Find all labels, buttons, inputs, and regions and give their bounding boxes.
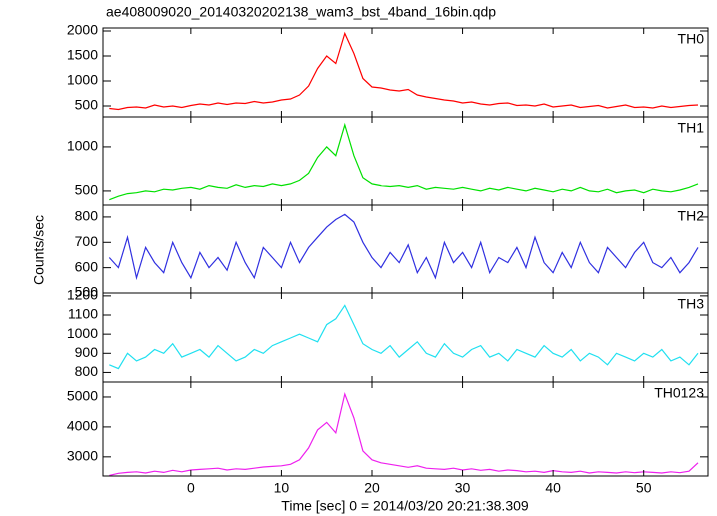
light-curve (109, 391, 699, 476)
y-tick-label: 5000 (67, 388, 98, 404)
y-tick-label: 800 (75, 208, 99, 224)
y-tick-label: 1000 (67, 325, 98, 341)
y-tick-label: 700 (75, 233, 99, 249)
y-tick-label: 800 (75, 363, 99, 379)
x-axis-label: Time [sec] 0 = 2014/03/20 20:21:38.309 (281, 498, 529, 514)
panel-label: TH0 (678, 31, 705, 47)
y-tick-label: 500 (75, 182, 99, 198)
x-tick-label: 20 (364, 480, 380, 496)
y-tick-label: 500 (75, 97, 99, 113)
light-curve (109, 304, 699, 370)
y-tick-label: 4000 (67, 418, 98, 434)
y-tick-label: 1500 (67, 47, 98, 63)
light-curve (109, 31, 699, 111)
panel-frame (102, 27, 709, 118)
y-tick-label: 1000 (67, 72, 98, 88)
y-tick-label: 1000 (67, 138, 98, 154)
x-tick-label: 0 (187, 480, 195, 496)
y-tick-label: 2000 (67, 22, 98, 38)
panel-frame (102, 116, 709, 206)
light-curve (108, 213, 699, 281)
y-tick-label: 3000 (67, 448, 98, 464)
y-tick-label: 600 (75, 258, 99, 274)
y-axis-label: Counts/sec (31, 215, 47, 285)
panel-label: TH3 (678, 296, 705, 312)
chart-title: ae408009020_20140320202138_wam3_bst_4ban… (106, 4, 496, 20)
y-tick-label: 900 (75, 344, 99, 360)
x-tick-label: 50 (636, 480, 652, 496)
panel-label: TH2 (678, 208, 705, 224)
y-tick-label: 1200 (67, 287, 98, 303)
x-tick-label: 10 (274, 480, 290, 496)
light-curve (109, 122, 699, 201)
panel-frame (102, 381, 709, 477)
y-tick-label: 500 (75, 284, 99, 300)
y-tick-label: 1100 (68, 306, 98, 322)
panel-label: TH1 (678, 120, 705, 136)
x-tick-label: 30 (455, 480, 471, 496)
x-tick-label: 40 (545, 480, 561, 496)
panel-frame (102, 292, 709, 383)
panel-label: TH0123 (654, 385, 704, 401)
